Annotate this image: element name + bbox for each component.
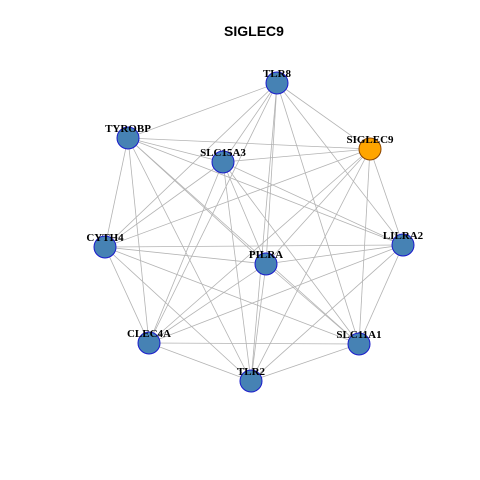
nodes-layer bbox=[93, 71, 415, 393]
edge-pilra-slc11a1 bbox=[265, 263, 360, 345]
node-label-tyrobp: TYROBP bbox=[105, 123, 151, 135]
edge-cyth4-slc11a1 bbox=[104, 246, 360, 345]
diagram-title: SIGLEC9 bbox=[224, 23, 284, 39]
edge-tlr8-siglec9 bbox=[276, 82, 371, 150]
edge-cyth4-clec4a bbox=[104, 246, 150, 344]
edge-tlr8-clec4a bbox=[148, 82, 278, 344]
edge-pilra-clec4a bbox=[148, 263, 267, 344]
edge-clec4a-slc11a1 bbox=[148, 342, 360, 345]
edge-siglec9-cyth4 bbox=[104, 148, 371, 248]
node-label-pilra: PILRA bbox=[249, 249, 283, 261]
edge-tyrobp-lilra2 bbox=[127, 137, 404, 246]
edge-pilra-tlr2 bbox=[250, 263, 267, 382]
node-label-lilra2: LILRA2 bbox=[383, 230, 424, 242]
edge-lilra2-clec4a bbox=[148, 244, 404, 344]
node-slc15a3 bbox=[211, 150, 235, 174]
edge-tlr8-slc11a1 bbox=[276, 82, 360, 345]
edge-tyrobp-cyth4 bbox=[104, 137, 129, 248]
edge-slc15a3-tlr2 bbox=[222, 161, 252, 382]
edge-tyrobp-siglec9 bbox=[127, 137, 371, 150]
node-tlr8 bbox=[265, 71, 289, 95]
edges-layer bbox=[104, 82, 404, 382]
edge-tlr8-pilra bbox=[265, 82, 278, 265]
node-label-slc11a1: SLC11A1 bbox=[336, 329, 381, 341]
edge-cyth4-lilra2 bbox=[104, 244, 404, 248]
edge-cyth4-tlr2 bbox=[104, 246, 252, 382]
node-clec4a bbox=[137, 331, 161, 355]
edge-slc15a3-pilra bbox=[222, 161, 267, 265]
node-slc11a1 bbox=[347, 332, 371, 356]
edge-lilra2-pilra bbox=[265, 244, 404, 265]
edge-slc15a3-slc11a1 bbox=[222, 161, 360, 345]
edge-siglec9-pilra bbox=[265, 148, 371, 265]
edge-slc15a3-cyth4 bbox=[104, 161, 224, 248]
node-cyth4 bbox=[93, 235, 117, 259]
edge-tlr8-lilra2 bbox=[276, 82, 404, 246]
edge-slc11a1-tlr2 bbox=[250, 343, 360, 382]
edge-tyrobp-slc15a3 bbox=[127, 137, 224, 163]
node-lilra2 bbox=[391, 233, 415, 257]
edge-tyrobp-clec4a bbox=[127, 137, 150, 344]
edge-slc15a3-lilra2 bbox=[222, 161, 404, 246]
node-label-slc15a3: SLC15A3 bbox=[200, 147, 246, 159]
node-pilra bbox=[254, 252, 278, 276]
edge-tlr8-tyrobp bbox=[127, 82, 278, 139]
node-label-siglec9: SIGLEC9 bbox=[346, 134, 394, 146]
labels-layer: TLR8 TYROBP SIGLEC9 SLC15A3 CYTH4 LILRA2 PILRA… bbox=[86, 68, 423, 378]
edge-slc15a3-clec4a bbox=[148, 161, 224, 344]
node-label-tlr2: TLR2 bbox=[237, 366, 266, 378]
edge-tlr8-tlr2 bbox=[250, 82, 278, 382]
edge-siglec9-lilra2 bbox=[369, 148, 404, 246]
edge-siglec9-slc15a3 bbox=[222, 148, 371, 163]
node-label-clec4a: CLEC4A bbox=[127, 328, 171, 340]
node-tlr2 bbox=[239, 369, 263, 393]
node-tyrobp bbox=[116, 126, 140, 150]
node-siglec9 bbox=[358, 137, 382, 161]
edge-lilra2-tlr2 bbox=[250, 244, 404, 382]
edge-siglec9-slc11a1 bbox=[358, 148, 371, 345]
node-label-tlr8: TLR8 bbox=[263, 68, 292, 80]
node-label-cyth4: CYTH4 bbox=[86, 232, 124, 244]
edge-tyrobp-tlr2 bbox=[127, 137, 252, 382]
edge-tlr8-slc15a3 bbox=[222, 82, 278, 163]
edge-lilra2-slc11a1 bbox=[358, 244, 404, 345]
edge-clec4a-tlr2 bbox=[148, 342, 252, 382]
edge-siglec9-tlr2 bbox=[250, 148, 371, 382]
edge-tyrobp-slc11a1 bbox=[127, 137, 360, 345]
edge-tlr8-cyth4 bbox=[104, 82, 278, 248]
edge-cyth4-pilra bbox=[104, 246, 267, 265]
